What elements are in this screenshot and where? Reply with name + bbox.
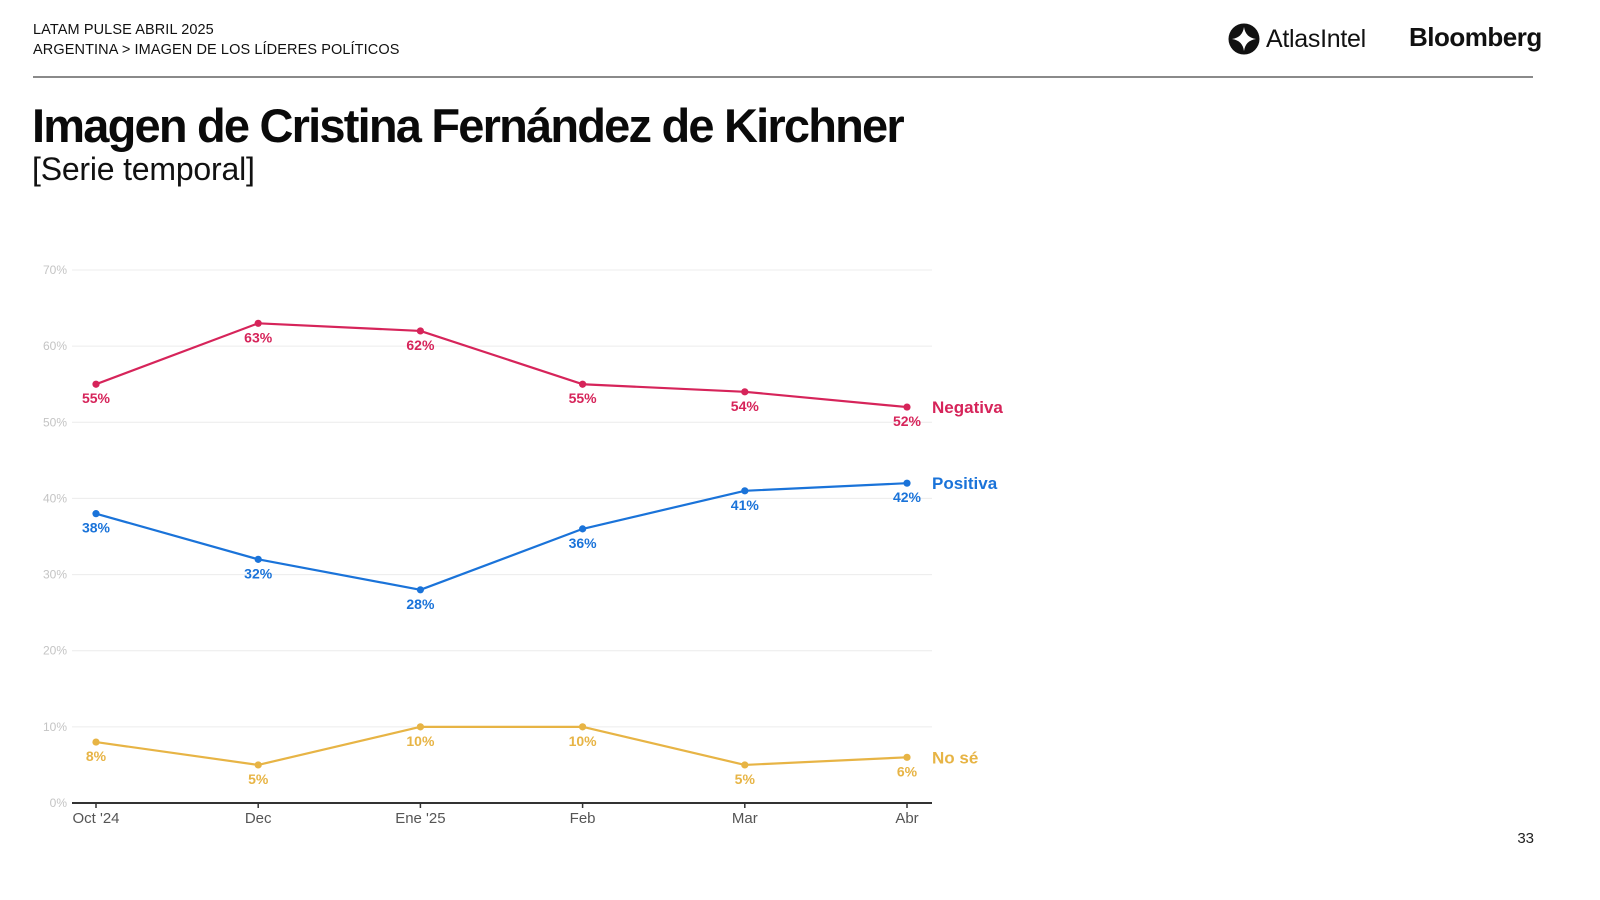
page-number: 33 bbox=[1517, 830, 1534, 847]
x-tick-label: Ene '25 bbox=[395, 810, 445, 827]
x-tick-label: Abr bbox=[895, 810, 918, 827]
page-title: Imagen de Cristina Fernández de Kirchner bbox=[32, 99, 905, 152]
data-point bbox=[579, 723, 587, 731]
x-tick-label: Mar bbox=[732, 810, 758, 827]
data-point bbox=[416, 327, 424, 335]
data-label: 54% bbox=[731, 398, 760, 414]
x-tick-label: Oct '24 bbox=[72, 810, 119, 827]
data-label: 32% bbox=[244, 565, 273, 581]
data-point bbox=[903, 479, 911, 487]
data-point bbox=[579, 525, 587, 533]
y-tick-label: 60% bbox=[43, 339, 67, 353]
series-label: No sé bbox=[932, 748, 978, 767]
header-divider bbox=[33, 76, 1533, 78]
series-line-positiva bbox=[95, 482, 908, 591]
data-label: 36% bbox=[569, 535, 598, 551]
atlasintel-mark-icon bbox=[1228, 23, 1260, 55]
data-point bbox=[92, 510, 100, 518]
data-point bbox=[416, 723, 424, 731]
bloomberg-logo: Bloomberg bbox=[1409, 22, 1542, 52]
page-subtitle: [Serie temporal] bbox=[32, 151, 255, 187]
data-label: 62% bbox=[406, 337, 435, 353]
data-label: 6% bbox=[897, 763, 918, 779]
y-tick-label: 30% bbox=[43, 568, 67, 582]
data-label: 52% bbox=[893, 413, 922, 429]
y-tick-label: 10% bbox=[43, 720, 67, 734]
atlasintel-wordmark: AtlasIntel bbox=[1266, 24, 1366, 53]
data-label: 55% bbox=[569, 390, 598, 406]
data-label: 5% bbox=[735, 771, 756, 787]
series-label: Positiva bbox=[932, 474, 998, 493]
data-point bbox=[254, 319, 262, 327]
series-line-no-se bbox=[95, 725, 908, 767]
data-label: 42% bbox=[893, 489, 922, 505]
data-point bbox=[741, 761, 749, 769]
data-point bbox=[903, 403, 911, 411]
data-label: 63% bbox=[244, 329, 273, 345]
y-tick-label: 0% bbox=[50, 796, 68, 810]
y-tick-label: 70% bbox=[43, 263, 67, 277]
y-tick-label: 50% bbox=[43, 415, 67, 429]
data-point bbox=[254, 761, 262, 769]
series-line-negativa bbox=[95, 322, 908, 409]
y-tick-label: 40% bbox=[43, 491, 67, 505]
data-point bbox=[579, 380, 587, 388]
y-tick-label: 20% bbox=[43, 644, 67, 658]
breadcrumb: ARGENTINA > IMAGEN DE LOS LÍDERES POLÍTI… bbox=[33, 42, 400, 58]
data-label: 55% bbox=[82, 390, 111, 406]
data-point bbox=[903, 753, 911, 761]
series-label: Negativa bbox=[932, 398, 1003, 417]
data-point bbox=[254, 555, 262, 563]
data-label: 8% bbox=[86, 748, 107, 764]
data-label: 5% bbox=[248, 771, 269, 787]
data-label: 38% bbox=[82, 520, 111, 536]
data-point bbox=[741, 388, 749, 396]
data-label: 28% bbox=[406, 596, 435, 612]
data-point bbox=[92, 738, 100, 746]
data-label: 41% bbox=[731, 497, 760, 513]
x-tick-label: Dec bbox=[245, 810, 272, 827]
atlasintel-logo: AtlasIntel bbox=[1228, 22, 1366, 56]
report-title: LATAM PULSE ABRIL 2025 bbox=[33, 22, 214, 38]
data-point bbox=[741, 487, 749, 495]
data-label: 10% bbox=[569, 733, 598, 749]
data-label: 10% bbox=[406, 733, 435, 749]
x-tick-label: Feb bbox=[570, 810, 596, 827]
data-point bbox=[416, 586, 424, 594]
data-point bbox=[92, 380, 100, 388]
